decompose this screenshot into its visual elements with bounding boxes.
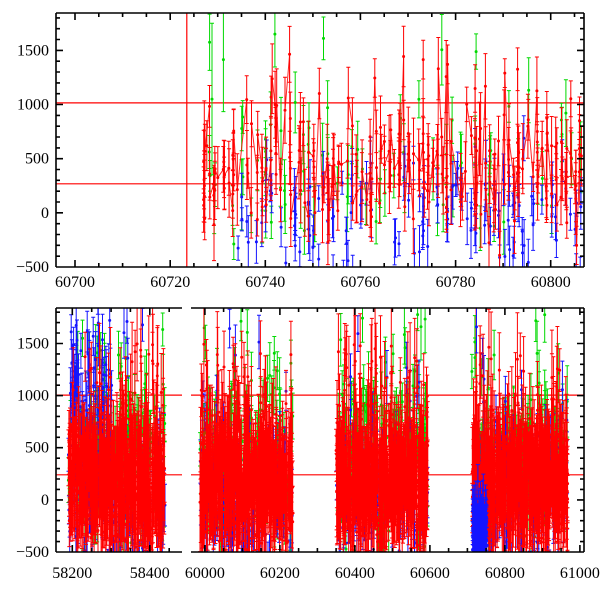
bottom-y-tick-label: 0 (41, 492, 49, 509)
top-axes-frame (55, 12, 585, 268)
top-x-tick-label: 60700 (55, 274, 95, 291)
top-x-tick-label: 60800 (531, 274, 571, 291)
top-y-tick-label: −500 (16, 259, 49, 276)
bottom-axes-frame (55, 307, 585, 553)
bottom-y-tick-label: −500 (16, 544, 49, 561)
top-y-tick-label: 500 (25, 151, 49, 168)
bottom-y-tick-label: 500 (25, 440, 49, 457)
top-y-tick-label: 1500 (17, 42, 49, 59)
bottom-panel: 58200 58400 60000 60200 60400 60600 60800 61000… (16, 307, 600, 582)
bottom-x-tick-label: 60400 (335, 565, 375, 582)
bottom-blue-low-cluster-season4-markers (471, 479, 489, 552)
bottom-data-layer (66, 308, 570, 552)
top-red-band-markers (202, 52, 583, 257)
top-y-tick-label: 0 (41, 205, 49, 222)
bottom-y-tick-label: 1000 (17, 388, 49, 405)
bottom-x-tick-label: 60800 (485, 565, 525, 582)
bottom-x-tick-label: 60600 (410, 565, 450, 582)
top-x-tick-label: 60740 (245, 274, 285, 291)
bottom-x-tick-label: 58200 (52, 565, 92, 582)
bottom-x-tick-label: 60000 (185, 565, 225, 582)
bottom-x-tick-label: 58400 (130, 565, 170, 582)
top-data-layer (201, 13, 584, 267)
bottom-red-band-markers (66, 342, 570, 552)
top-x-tick-label: 60720 (150, 274, 190, 291)
bottom-x-tick-label: 61000 (560, 565, 600, 582)
bottom-y-tick-label: 1500 (17, 336, 49, 353)
top-y-tick-label: 1000 (17, 97, 49, 114)
bottom-x-tick-label: 60200 (260, 565, 300, 582)
top-panel: 60700 60720 60740 60760 60780 60800 −500 0 500 10… (16, 12, 585, 291)
top-x-tick-label: 60780 (436, 274, 476, 291)
top-x-tick-label: 60760 (340, 274, 380, 291)
